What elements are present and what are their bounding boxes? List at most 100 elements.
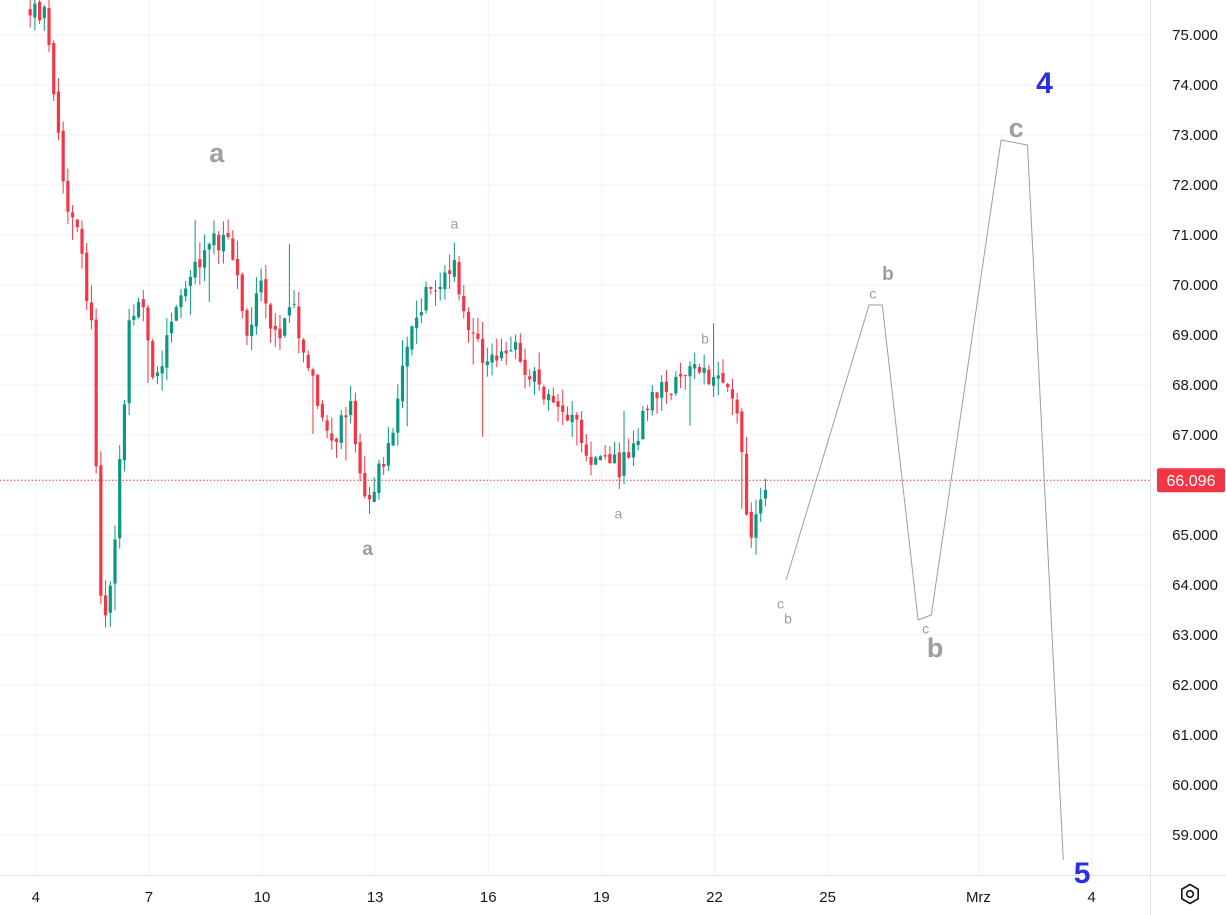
candle-body xyxy=(353,400,357,445)
candle xyxy=(579,410,584,453)
x-tick-label: 7 xyxy=(145,889,153,906)
wave-label: a xyxy=(450,216,458,232)
candle xyxy=(283,317,287,338)
candle xyxy=(622,410,626,485)
candle xyxy=(56,78,61,141)
candle-body xyxy=(669,393,673,396)
candle-body xyxy=(85,252,89,302)
candle-body xyxy=(155,372,160,376)
candle xyxy=(306,350,310,372)
candle-body xyxy=(372,491,376,502)
candle xyxy=(165,318,169,381)
candle-body xyxy=(711,377,716,386)
candle-body xyxy=(325,420,329,431)
candle xyxy=(499,338,504,361)
candle-body xyxy=(278,328,282,339)
candle xyxy=(344,407,348,461)
candle xyxy=(726,382,730,393)
y-tick-label: 73.000 xyxy=(1172,127,1218,144)
candle xyxy=(419,298,423,324)
candle-body xyxy=(702,367,706,373)
candle-body xyxy=(254,293,258,327)
candle xyxy=(759,487,763,522)
candle xyxy=(589,441,593,476)
y-tick-label: 72.000 xyxy=(1172,177,1218,194)
candle xyxy=(688,361,692,426)
candle-body xyxy=(382,463,386,467)
candle xyxy=(198,242,202,285)
candle xyxy=(740,408,744,509)
candle xyxy=(674,371,678,396)
candle-body xyxy=(660,382,664,398)
x-tick-label: 22 xyxy=(706,889,723,906)
y-tick-label: 70.000 xyxy=(1172,277,1218,294)
candle xyxy=(730,378,735,415)
candle-body xyxy=(556,401,560,407)
candle xyxy=(612,441,617,464)
candle xyxy=(598,455,603,461)
candle-body xyxy=(103,595,108,616)
candle xyxy=(471,317,475,365)
candle xyxy=(118,445,122,549)
candle-body xyxy=(316,374,320,406)
candle xyxy=(169,312,174,343)
candle-body xyxy=(113,539,117,584)
candle-body xyxy=(320,403,324,418)
current-price-label: 66.096 xyxy=(1167,473,1216,490)
chart-settings-button[interactable] xyxy=(1170,876,1210,912)
candle-body xyxy=(726,384,730,388)
x-tick-label: 19 xyxy=(593,889,610,906)
candle xyxy=(254,277,258,335)
candle-body xyxy=(231,238,235,260)
candle-body xyxy=(551,395,555,403)
time-axis[interactable]: 4 7 10 13 16 19 22 25 Mrz 4 xyxy=(32,889,1096,906)
elliott-projection-path[interactable] xyxy=(785,139,1064,861)
candle xyxy=(584,434,588,462)
candle-body xyxy=(405,346,409,367)
wave-label: c xyxy=(922,621,929,637)
candle xyxy=(339,409,343,450)
y-tick-label: 75.000 xyxy=(1172,27,1218,44)
current-price-tag-bg xyxy=(1157,468,1225,493)
candle-body xyxy=(429,287,433,289)
candle xyxy=(28,0,32,28)
y-tick-label: 69.000 xyxy=(1172,327,1218,344)
candle xyxy=(377,459,381,500)
candle xyxy=(532,366,537,395)
candle-body xyxy=(301,339,306,353)
candle xyxy=(664,370,669,404)
candle-body xyxy=(108,585,112,613)
candle xyxy=(231,230,235,261)
candle xyxy=(481,321,485,437)
candle-body xyxy=(740,411,744,453)
candle-body xyxy=(283,318,287,336)
candle-body xyxy=(292,303,296,305)
candle-body xyxy=(683,375,687,377)
candle-body xyxy=(198,259,202,268)
x-tick-label: 16 xyxy=(480,889,497,906)
candle-body xyxy=(678,374,683,377)
candle xyxy=(311,367,315,435)
candle xyxy=(636,428,640,451)
candle xyxy=(127,308,131,416)
candle-body xyxy=(415,317,419,329)
candle xyxy=(287,243,291,324)
candle-body xyxy=(452,259,456,277)
candle xyxy=(297,291,301,354)
y-tick-label: 71.000 xyxy=(1172,227,1218,244)
candle xyxy=(490,343,494,376)
candle-body xyxy=(184,288,188,297)
candle xyxy=(744,437,749,516)
candle xyxy=(99,451,103,605)
x-tick-label: 13 xyxy=(367,889,384,906)
price-axis[interactable]: 59.000 60.000 61.000 62.000 63.000 64.000 65.0… xyxy=(1157,27,1225,844)
candle-body xyxy=(235,258,240,276)
candle-body xyxy=(735,399,739,414)
candle xyxy=(47,0,51,53)
candle xyxy=(179,288,183,319)
candle-body xyxy=(306,355,310,369)
y-tick-label: 59.000 xyxy=(1172,827,1218,844)
candle xyxy=(353,392,357,453)
